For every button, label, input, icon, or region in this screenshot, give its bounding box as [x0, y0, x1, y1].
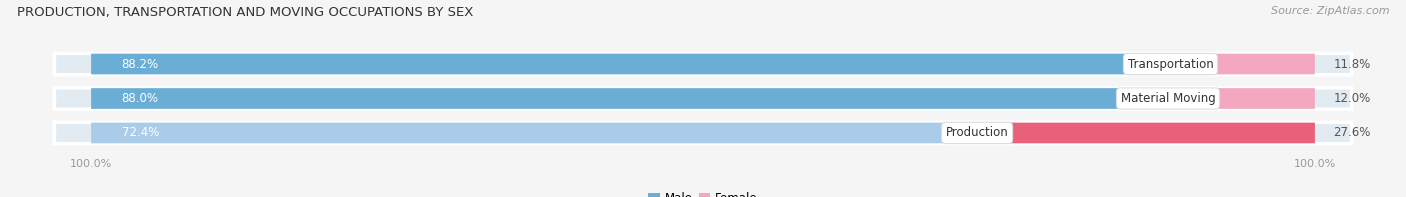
FancyBboxPatch shape [977, 123, 1315, 143]
Text: 11.8%: 11.8% [1333, 58, 1371, 71]
FancyBboxPatch shape [1168, 88, 1315, 109]
Text: Transportation: Transportation [1128, 58, 1213, 71]
Text: 12.0%: 12.0% [1333, 92, 1371, 105]
FancyBboxPatch shape [55, 88, 1351, 109]
FancyBboxPatch shape [91, 123, 977, 143]
Text: 88.2%: 88.2% [122, 58, 159, 71]
Text: Material Moving: Material Moving [1121, 92, 1215, 105]
Text: Production: Production [946, 126, 1008, 139]
FancyBboxPatch shape [91, 88, 1168, 109]
Text: 72.4%: 72.4% [122, 126, 159, 139]
FancyBboxPatch shape [55, 122, 1351, 144]
FancyBboxPatch shape [55, 53, 1351, 75]
Text: Source: ZipAtlas.com: Source: ZipAtlas.com [1271, 6, 1389, 16]
Legend: Male, Female: Male, Female [648, 192, 758, 197]
FancyBboxPatch shape [91, 54, 1170, 74]
Text: 27.6%: 27.6% [1333, 126, 1371, 139]
Text: PRODUCTION, TRANSPORTATION AND MOVING OCCUPATIONS BY SEX: PRODUCTION, TRANSPORTATION AND MOVING OC… [17, 6, 474, 19]
FancyBboxPatch shape [1170, 54, 1315, 74]
Text: 88.0%: 88.0% [122, 92, 159, 105]
